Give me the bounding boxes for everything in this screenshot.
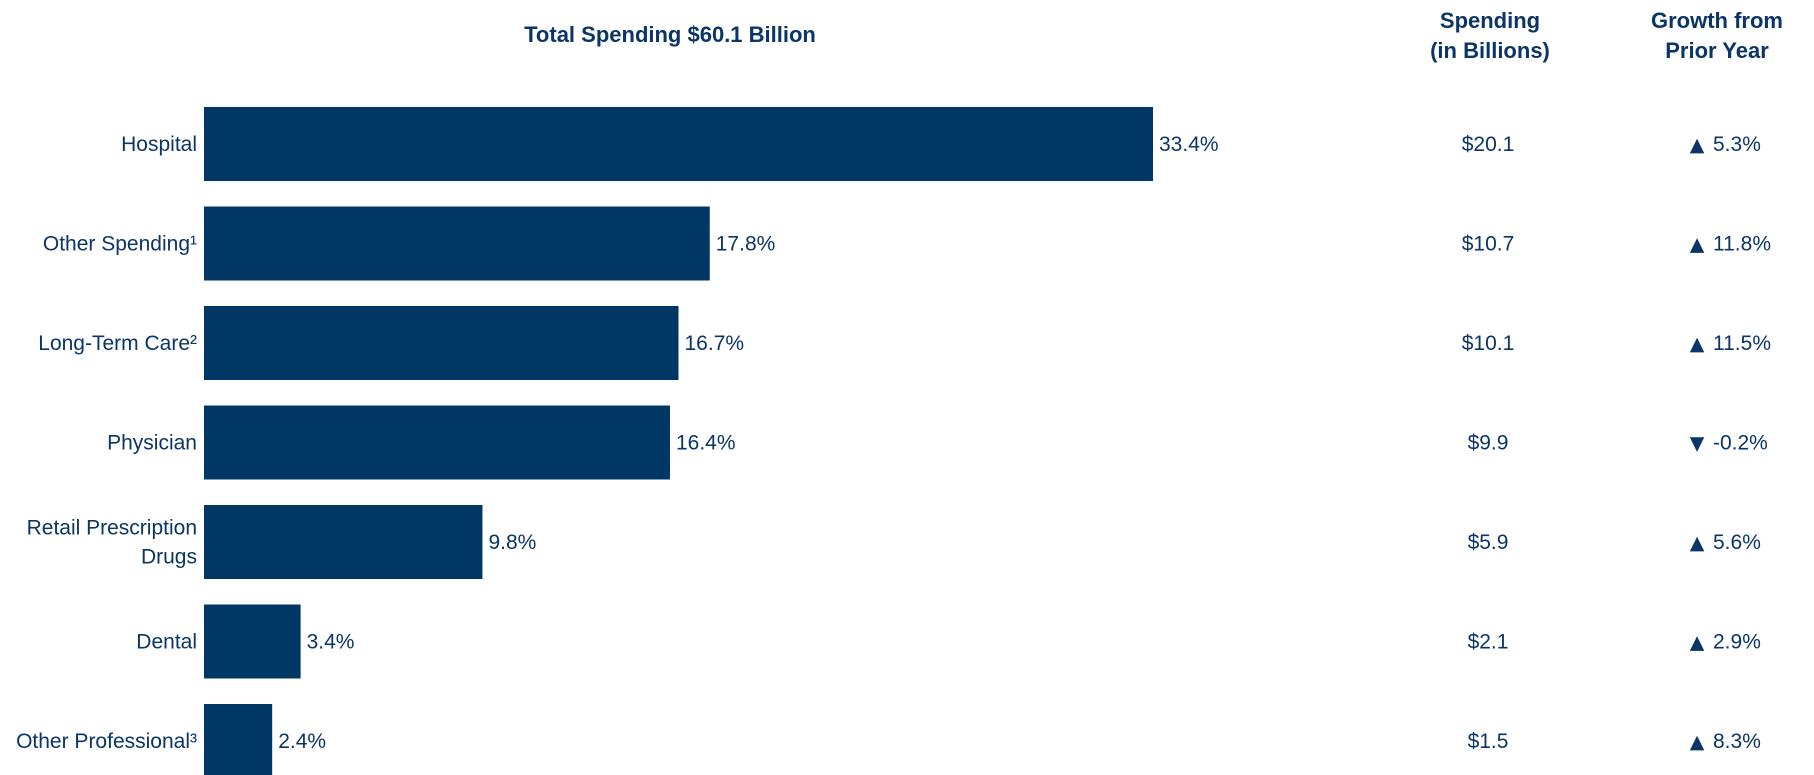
spending-value: $9.9 — [1468, 432, 1509, 455]
category-label: Other Professional³ — [16, 730, 197, 753]
category-label: Physician — [107, 432, 197, 455]
category-label-line: Physician — [107, 432, 197, 455]
arrow-up-icon: ▲ — [1690, 333, 1705, 355]
arrow-up-icon: ▲ — [1690, 632, 1705, 654]
growth-value: -0.2% — [1713, 432, 1768, 455]
spending-column-header: Spending (in Billions) — [1390, 6, 1590, 66]
category-label-line: Drugs — [141, 546, 197, 569]
category-label-line: Other Spending¹ — [43, 233, 197, 256]
growth-value: 8.3% — [1713, 730, 1761, 753]
bar-value-label: 17.8% — [716, 233, 776, 256]
arrow-up-icon: ▲ — [1690, 731, 1705, 753]
growth-value: 2.9% — [1713, 631, 1761, 654]
bar-value-label: 16.4% — [676, 432, 736, 455]
bar-1 — [204, 206, 710, 281]
category-label: Other Spending¹ — [43, 233, 197, 256]
growth-header-line-2: Prior Year — [1665, 38, 1769, 63]
category-label-line: Other Professional³ — [16, 730, 197, 753]
category-label: Retail Prescription Drugs — [27, 517, 197, 569]
growth-header-line-1: Growth from — [1651, 8, 1783, 33]
growth-value: 11.8% — [1713, 233, 1771, 256]
bar-5 — [204, 604, 301, 679]
arrow-down-icon: ▼ — [1690, 433, 1705, 455]
spending-value: $10.7 — [1462, 233, 1515, 256]
category-label: Long-Term Care² — [38, 332, 197, 355]
spending-value: $5.9 — [1468, 531, 1509, 554]
bar-0 — [204, 107, 1153, 181]
spending-header-line-2: (in Billions) — [1430, 38, 1550, 63]
category-label: Hospital — [121, 133, 197, 156]
chart-title: Total Spending $60.1 Billion — [524, 22, 816, 47]
category-label-line: Retail Prescription — [27, 517, 197, 540]
category-label-line: Hospital — [121, 133, 197, 156]
growth-value: 5.3% — [1713, 133, 1761, 156]
spending-value: $1.5 — [1468, 730, 1509, 753]
bar-3 — [204, 405, 670, 480]
growth-value: 5.6% — [1713, 531, 1761, 554]
bar-value-label: 3.4% — [307, 631, 355, 654]
arrow-up-icon: ▲ — [1690, 532, 1705, 554]
bar-value-label: 2.4% — [278, 730, 326, 753]
growth-value: 11.5% — [1713, 332, 1771, 355]
arrow-up-icon: ▲ — [1690, 234, 1705, 256]
bar-4 — [204, 505, 483, 579]
spending-value: $20.1 — [1462, 133, 1515, 156]
category-label: Dental — [136, 631, 197, 654]
arrow-up-icon: ▲ — [1690, 134, 1705, 156]
spending-header-line-1: Spending — [1439, 8, 1541, 33]
bar-2 — [204, 306, 679, 380]
spending-value: $2.1 — [1468, 631, 1509, 654]
category-label-line: Long-Term Care² — [38, 332, 197, 355]
category-label-line: Dental — [136, 631, 197, 654]
bar-value-label: 33.4% — [1159, 133, 1219, 156]
bar-value-label: 16.7% — [685, 332, 745, 355]
bar-value-label: 9.8% — [488, 531, 536, 554]
growth-column-header: Growth from Prior Year — [1620, 6, 1814, 66]
spending-value: $10.1 — [1462, 332, 1515, 355]
bar-6 — [204, 704, 273, 775]
